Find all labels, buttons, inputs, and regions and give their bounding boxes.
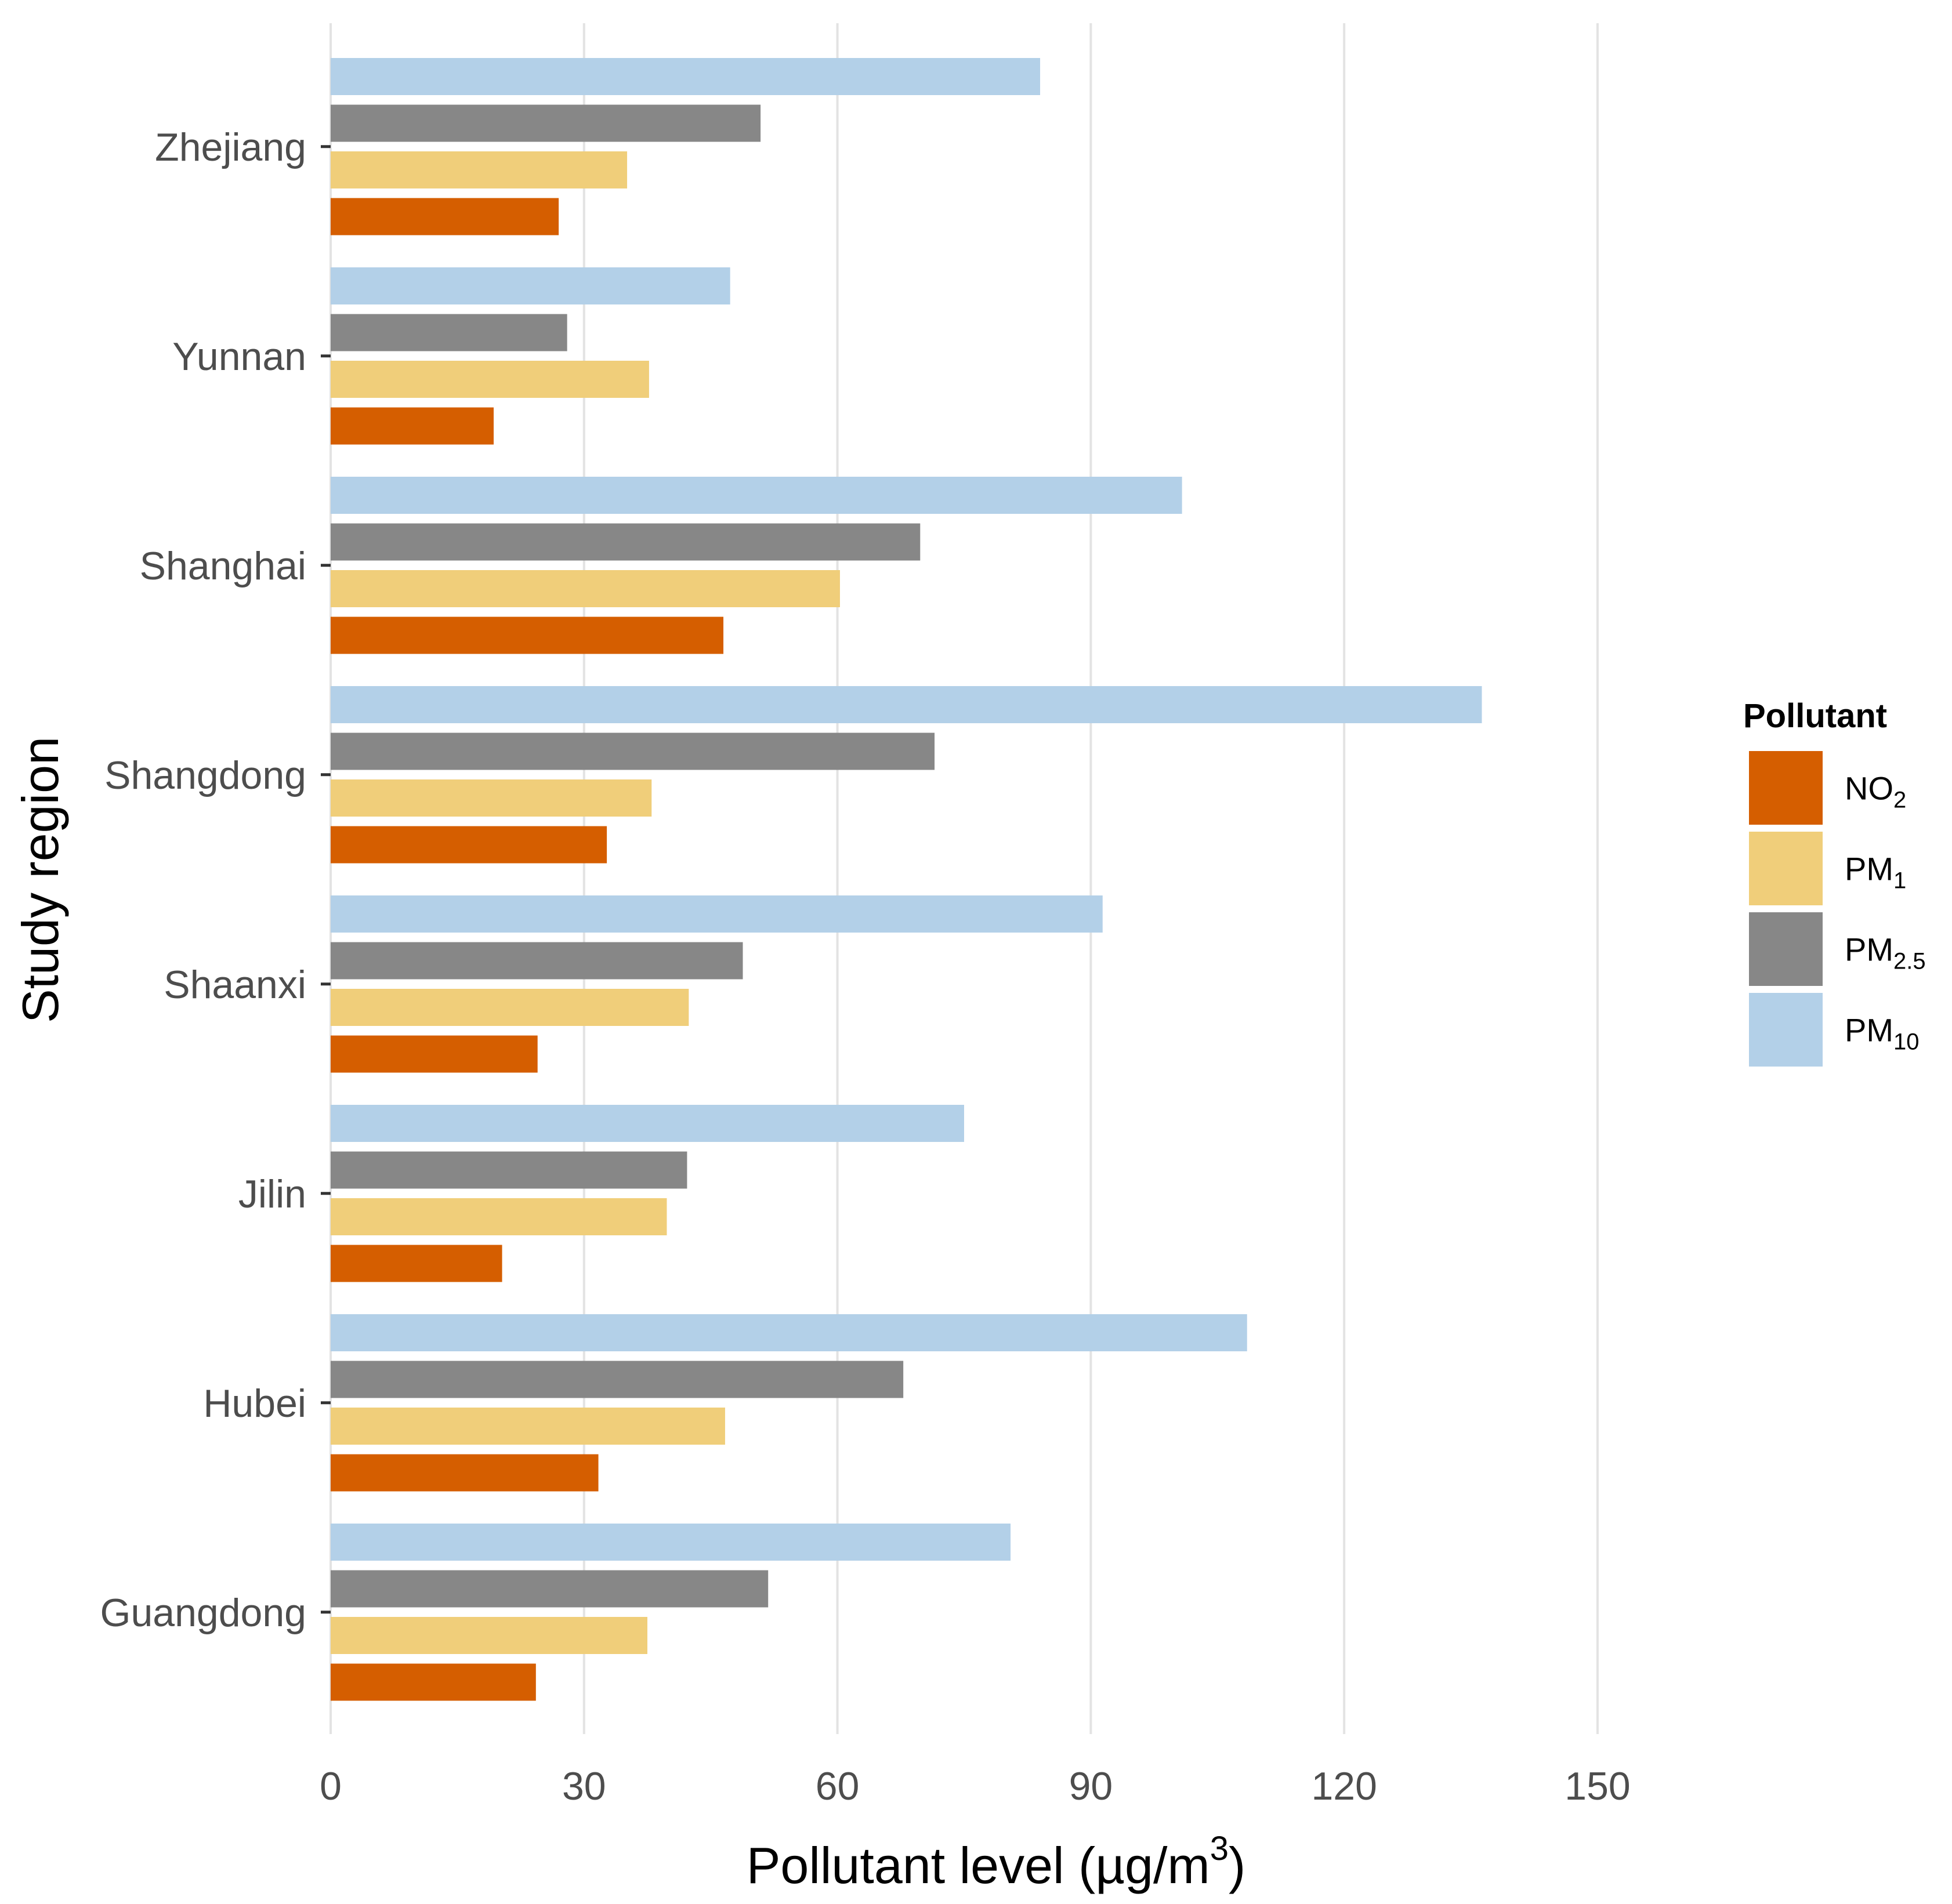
y-tick-label: Shangdong [104, 753, 306, 797]
bar-PM25-shangdong [331, 732, 935, 770]
bar-NO2-zhejiang [331, 198, 559, 235]
bar-NO2-jilin [331, 1245, 502, 1282]
x-tick-label: 60 [816, 1764, 860, 1808]
y-tick-label: Yunnan [172, 335, 306, 379]
y-tick-label: Jilin [238, 1172, 306, 1216]
bar-NO2-shanghai [331, 616, 724, 654]
y-tick-label: Hubei [203, 1381, 306, 1426]
y-tick-label: Zhejiang [155, 125, 306, 169]
legend-key-NO2 [1749, 751, 1823, 825]
legend-key-PM10 [1749, 993, 1823, 1067]
bar-NO2-hubei [331, 1454, 599, 1492]
x-tick-label: 150 [1565, 1764, 1630, 1808]
x-tick-label: 120 [1311, 1764, 1377, 1808]
legend: Pollutant NO2 PM1 PM2.5 PM10 [1743, 697, 1926, 1067]
bar-PM1-hubei [331, 1408, 725, 1445]
bar-PM10-guangdong [331, 1524, 1011, 1561]
bar-PM25-guangdong [331, 1570, 769, 1608]
bar-PM25-shaanxi [331, 942, 743, 980]
bar-PM1-jilin [331, 1198, 667, 1235]
legend-key-PM25 [1749, 912, 1823, 986]
legend-label-NO2: NO2 [1845, 770, 1906, 813]
bar-PM10-hubei [331, 1314, 1247, 1351]
bar-PM25-hubei [331, 1361, 904, 1398]
bar-PM1-guangdong [331, 1617, 647, 1654]
bar-PM1-shanghai [331, 570, 840, 607]
bar-PM1-yunnan [331, 361, 649, 398]
bar-PM10-shangdong [331, 686, 1482, 723]
bar-PM1-shangdong [331, 779, 652, 817]
bar-PM25-yunnan [331, 314, 567, 351]
x-axis: 0 30 60 90 120 150 [320, 1764, 1631, 1808]
y-tick-label: Shanghai [140, 544, 306, 588]
grid-lines [329, 23, 1599, 1734]
legend-title: Pollutant [1743, 697, 1887, 735]
legend-key-PM1 [1749, 832, 1823, 905]
bar-NO2-yunnan [331, 407, 494, 445]
x-tick-label: 90 [1069, 1764, 1113, 1808]
bar-PM10-shaanxi [331, 895, 1103, 933]
bar-PM10-shanghai [331, 477, 1182, 514]
x-axis-title: Pollutant level (µg/m3) [747, 1830, 1246, 1894]
bar-NO2-shaanxi [331, 1035, 538, 1073]
bar-NO2-shangdong [331, 826, 607, 864]
legend-label-PM25: PM2.5 [1845, 931, 1926, 974]
bar-PM1-zhejiang [331, 151, 628, 188]
bar-PM10-yunnan [331, 267, 730, 304]
bar-NO2-guangdong [331, 1663, 536, 1701]
y-axis-title: Study region [12, 737, 69, 1023]
bar-PM25-jilin [331, 1151, 687, 1189]
y-axis: Zhejiang Yunnan Shanghai Shangdong Shaanxi Ji… [100, 125, 331, 1635]
y-tick-label: Guangdong [100, 1591, 306, 1635]
bar-PM25-shanghai [331, 523, 921, 561]
legend-label-PM1: PM1 [1845, 851, 1906, 894]
bar-PM1-shaanxi [331, 989, 689, 1026]
legend-label-PM10: PM10 [1845, 1012, 1920, 1055]
bar-PM10-zhejiang [331, 58, 1041, 95]
y-tick-label: Shaanxi [164, 963, 306, 1007]
x-tick-label: 30 [562, 1764, 606, 1808]
bar-PM25-zhejiang [331, 104, 761, 142]
x-tick-label: 0 [320, 1764, 342, 1808]
bar-PM10-jilin [331, 1105, 964, 1142]
bars [331, 58, 1482, 1701]
